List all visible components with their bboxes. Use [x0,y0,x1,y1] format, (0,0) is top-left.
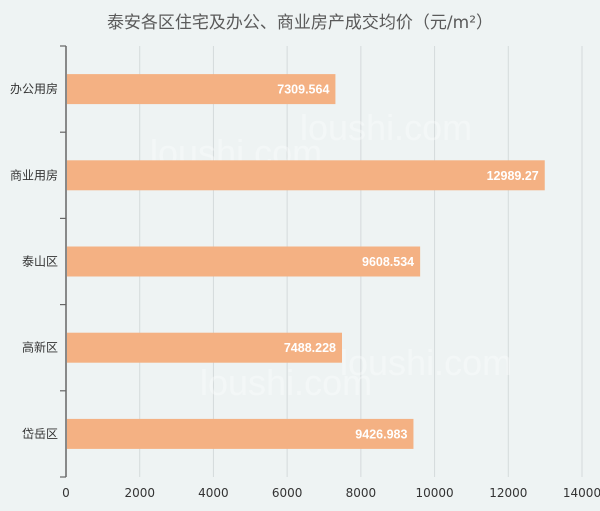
x-tick-label: 4000 [198,486,229,500]
data-label: 7488.228 [284,341,336,355]
chart-title: 泰安各区住宅及办公、商业房产成交均价（元/m²） [106,13,494,33]
category-label: 岱岳区 [22,427,58,441]
watermark-text: loushi.com [340,342,512,383]
category-label: 高新区 [22,340,58,355]
bar [67,160,545,191]
bar [67,332,342,363]
data-label: 12989.27 [487,169,539,183]
data-label: 7309.564 [277,83,329,97]
bar [67,74,336,105]
watermark-text: loushi.com [300,107,472,148]
bar [67,246,421,277]
bar [67,418,414,449]
x-tick-label: 2000 [124,486,155,500]
watermark-text: loushi.com [200,362,372,403]
x-tick-label: 8000 [346,486,377,500]
x-tick-label: 14000 [563,486,600,500]
x-tick-label: 10000 [415,486,453,500]
x-tick-label: 12000 [489,486,527,500]
x-tick-label: 0 [62,486,70,500]
category-label: 办公用房 [10,81,58,96]
category-label: 泰山区 [22,255,58,269]
data-label: 9426.983 [355,427,407,441]
data-label: 9608.534 [362,255,414,269]
x-tick-label: 6000 [272,486,303,500]
category-label: 商业用房 [10,167,58,182]
